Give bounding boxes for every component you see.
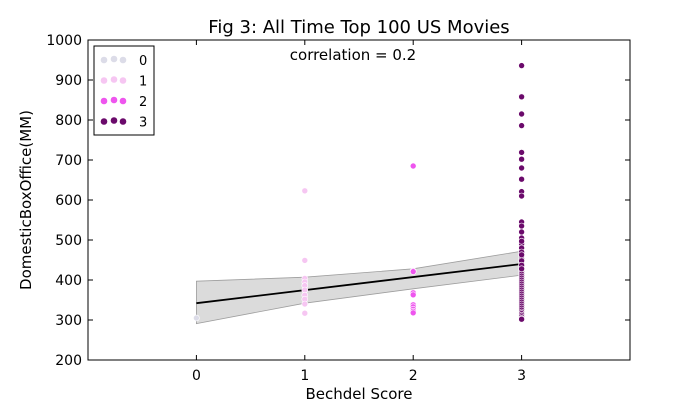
- data-point-score-2: [409, 291, 417, 299]
- data-point-score-3: [518, 62, 525, 69]
- legend-label: 1: [139, 75, 147, 90]
- confidence-band-layer: [196, 250, 522, 325]
- y-tick-label: 600: [55, 193, 82, 209]
- data-point-score-3: [518, 251, 525, 259]
- x-tick-label: 2: [409, 368, 418, 384]
- x-tick-label: 3: [517, 368, 526, 384]
- data-point-score-3: [518, 155, 525, 163]
- y-axis-label: DomesticBoxOffice(MM): [17, 110, 35, 290]
- data-point-score-1: [301, 300, 309, 308]
- legend-marker: [110, 96, 118, 104]
- data-point-score-3: [518, 149, 525, 156]
- legend-marker: [100, 97, 108, 105]
- chart-title: Fig 3: All Time Top 100 US Movies: [208, 17, 509, 38]
- data-point-score-3: [518, 228, 525, 236]
- legend: 0 1 2 3: [93, 45, 155, 136]
- regression-line: [196, 263, 522, 305]
- data-point-score-2: [409, 162, 417, 170]
- data-point-score-3: [518, 110, 525, 118]
- legend-label: 0: [139, 54, 147, 69]
- x-axis-label: Bechdel Score: [306, 385, 413, 400]
- correlation-annotation: correlation = 0.2: [290, 46, 416, 64]
- y-tick-label: 200: [55, 353, 82, 369]
- regression-line-layer: [196, 263, 522, 305]
- y-tick-label: 300: [55, 313, 82, 329]
- legend-label: 2: [139, 95, 147, 110]
- data-point-score-3: [518, 265, 525, 273]
- legend-marker: [119, 56, 127, 64]
- axis-ticks-layer: 0 1 2 3 200 300 400 500 600 700 800 900 1000: [46, 33, 630, 384]
- x-tick-label: 1: [300, 368, 309, 384]
- legend-marker: [100, 56, 108, 64]
- data-points-layer: [193, 62, 525, 323]
- data-point-score-1: [301, 187, 309, 195]
- legend-marker: [110, 117, 118, 124]
- confidence-band: [196, 250, 522, 325]
- y-tick-label: 700: [55, 153, 82, 169]
- data-point-score-1: [301, 309, 309, 317]
- data-point-score-3: [518, 93, 525, 101]
- data-point-score-3: [518, 222, 525, 230]
- legend-marker: [100, 77, 108, 84]
- data-point-score-1: [301, 257, 309, 264]
- plot-frame: [87, 39, 631, 361]
- data-point-score-0: [193, 314, 200, 322]
- data-point-score-2: [409, 309, 417, 317]
- data-point-score-3: [518, 192, 525, 200]
- data-point-score-2: [409, 268, 417, 275]
- data-point-score-3: [518, 237, 525, 245]
- legend-marker: [119, 97, 127, 105]
- y-tick-label: 800: [55, 113, 82, 129]
- y-tick-label: 900: [55, 73, 82, 89]
- y-tick-label: 400: [55, 273, 82, 289]
- y-tick-label: 1000: [46, 33, 82, 49]
- data-point-score-3: [518, 175, 525, 183]
- legend-marker: [110, 76, 118, 83]
- legend-marker: [100, 118, 108, 125]
- legend-marker: [110, 55, 118, 63]
- data-point-score-3: [518, 315, 525, 323]
- x-tick-label: 0: [192, 368, 201, 384]
- legend-marker: [119, 77, 127, 84]
- legend-marker: [119, 118, 127, 125]
- y-tick-label: 500: [55, 233, 82, 249]
- data-point-score-3: [518, 164, 525, 172]
- data-point-score-3: [518, 122, 525, 129]
- legend-label: 3: [139, 116, 147, 131]
